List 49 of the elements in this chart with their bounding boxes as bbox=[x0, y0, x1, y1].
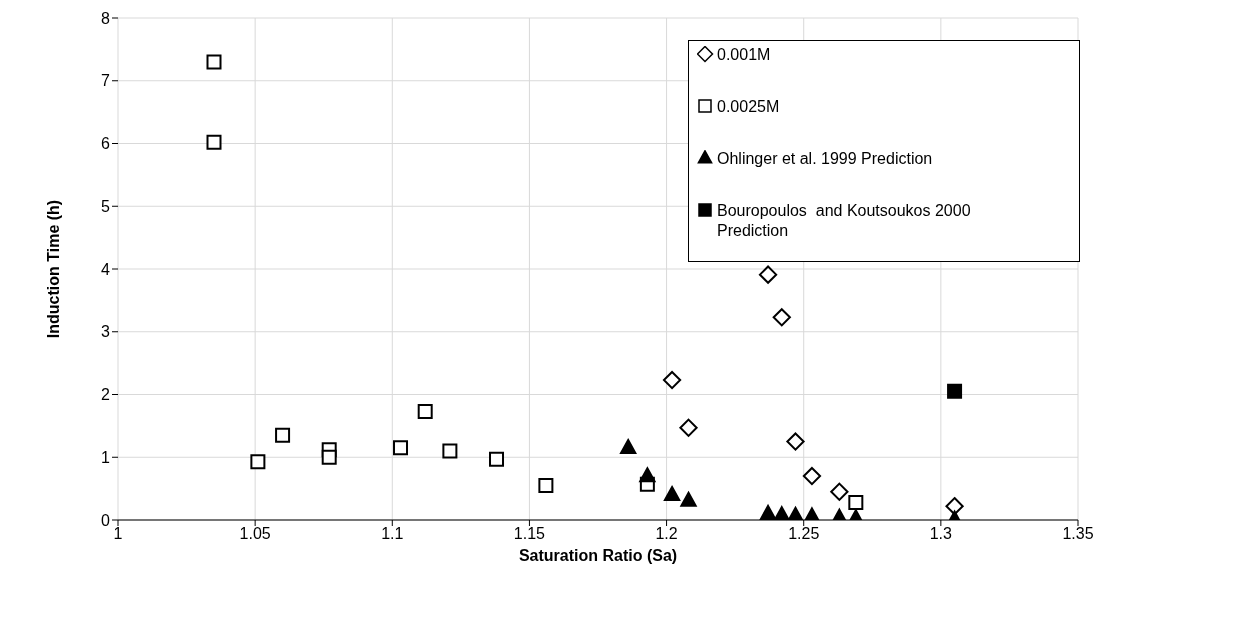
point bbox=[663, 486, 681, 502]
point bbox=[620, 439, 637, 455]
point bbox=[489, 451, 505, 467]
point bbox=[206, 54, 222, 70]
point bbox=[250, 454, 266, 470]
point bbox=[848, 494, 864, 510]
point bbox=[206, 134, 222, 150]
legend-label: Bouropoulos and Koutsoukos 2000 Prediction bbox=[717, 201, 972, 241]
legend-label: 0.0025M bbox=[717, 97, 780, 117]
y-tick-label: 0 bbox=[101, 511, 111, 529]
point bbox=[680, 491, 697, 507]
x-tick-label: 1.15 bbox=[513, 525, 546, 543]
point bbox=[802, 466, 822, 486]
point bbox=[759, 504, 777, 520]
point bbox=[417, 403, 433, 419]
point bbox=[538, 477, 554, 493]
y-tick-label: 2 bbox=[101, 386, 111, 404]
x-tick-label: 1.1 bbox=[381, 525, 404, 543]
x-tick-label: 1.25 bbox=[788, 525, 820, 543]
x-tick-label: 1 bbox=[113, 525, 123, 543]
point bbox=[321, 449, 337, 465]
x-tick-label: 1.05 bbox=[239, 525, 271, 543]
point bbox=[945, 497, 964, 516]
point bbox=[393, 440, 409, 456]
y-tick-label: 1 bbox=[101, 448, 111, 466]
point bbox=[786, 432, 805, 451]
y-tick-label: 7 bbox=[101, 72, 111, 90]
y-tick-label: 8 bbox=[101, 9, 111, 27]
point bbox=[662, 370, 682, 390]
point bbox=[275, 427, 291, 443]
point bbox=[679, 418, 698, 437]
x-axis-title: Saturation Ratio (Sa) bbox=[518, 547, 678, 565]
y-tick-label: 6 bbox=[101, 135, 111, 153]
point bbox=[442, 443, 458, 459]
point bbox=[947, 383, 963, 399]
point bbox=[773, 506, 790, 520]
point bbox=[830, 482, 849, 501]
x-tick-label: 1.3 bbox=[929, 525, 953, 543]
point bbox=[758, 265, 778, 284]
legend-label: Ohlinger et al. 1999 Prediction bbox=[717, 149, 933, 169]
x-tick-label: 1.2 bbox=[655, 525, 678, 543]
y-tick-label: 3 bbox=[101, 323, 111, 341]
legend-label: 0.001M bbox=[717, 45, 771, 65]
y-axis-title: Induction Time (h) bbox=[44, 199, 62, 339]
y-tick-label: 4 bbox=[101, 260, 111, 278]
point bbox=[772, 308, 791, 327]
x-tick-label: 1.35 bbox=[1062, 525, 1094, 543]
point bbox=[639, 467, 656, 483]
y-tick-label: 5 bbox=[101, 197, 111, 215]
